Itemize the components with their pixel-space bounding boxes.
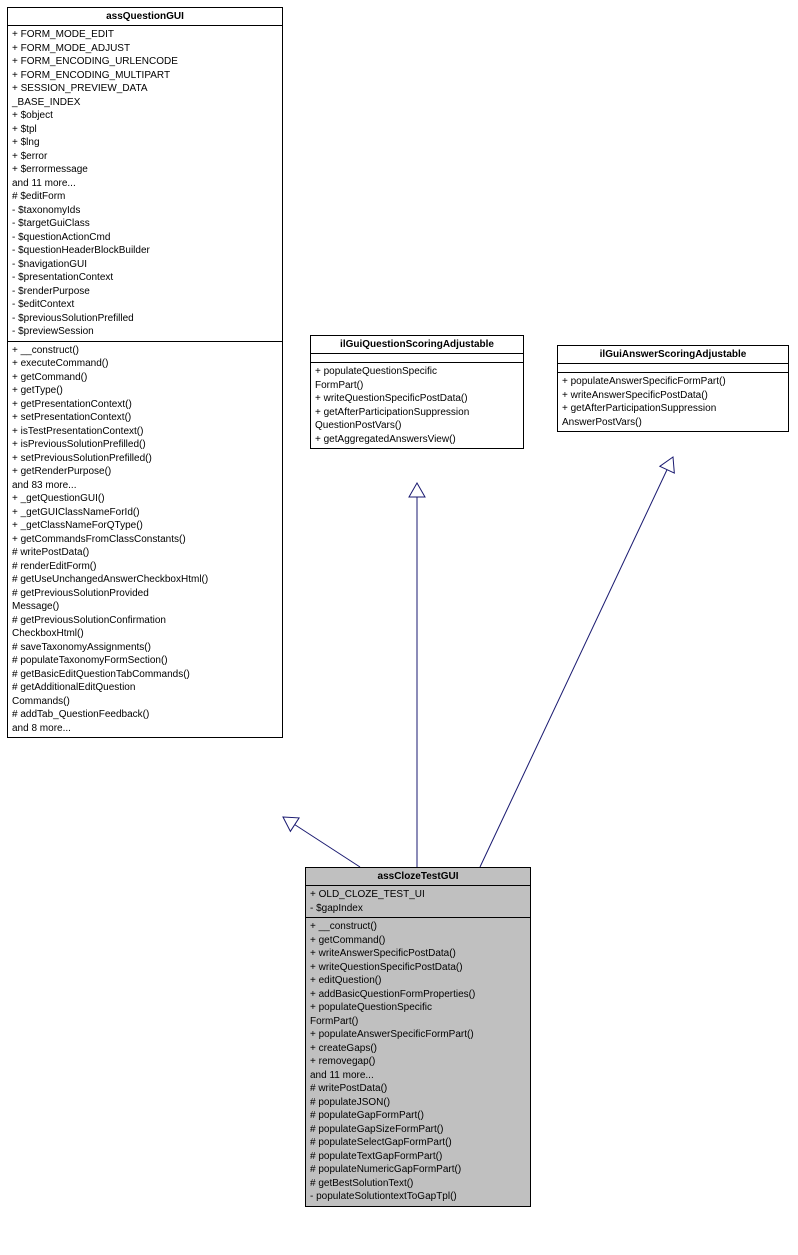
class-member: + SESSION_PREVIEW_DATA _BASE_INDEX [12, 82, 278, 109]
class-member: + writeAnswerSpecificPostData() [562, 389, 784, 403]
class-member: + isPreviousSolutionPrefilled() [12, 438, 278, 452]
inheritance-arrowhead [283, 817, 299, 831]
class-member: + writeQuestionSpecificPostData() [315, 392, 519, 406]
class-section: + __construct()+ executeCommand()+ getCo… [8, 342, 282, 738]
class-section: + populateQuestionSpecific FormPart()+ w… [311, 363, 523, 448]
class-member: + $tpl [12, 123, 278, 137]
class-ilGuiAnswerScoringAdjustable[interactable]: ilGuiAnswerScoringAdjustable + populateAn… [557, 345, 789, 432]
class-member: # addTab_QuestionFeedback() [12, 708, 278, 722]
class-member: + setPreviousSolutionPrefilled() [12, 452, 278, 466]
class-member: # saveTaxonomyAssignments() [12, 641, 278, 655]
class-member: + getCommandsFromClassConstants() [12, 533, 278, 547]
class-member: and 83 more... [12, 479, 278, 493]
class-member: + executeCommand() [12, 357, 278, 371]
class-member: + FORM_ENCODING_URLENCODE [12, 55, 278, 69]
class-member: # renderEditForm() [12, 560, 278, 574]
class-member: + populateAnswerSpecificFormPart() [310, 1028, 526, 1042]
class-member: + isTestPresentationContext() [12, 425, 278, 439]
class-member: + getAfterParticipationSuppression Quest… [315, 406, 519, 433]
class-section: + FORM_MODE_EDIT+ FORM_MODE_ADJUST+ FORM… [8, 26, 282, 342]
class-member: - $presentationContext [12, 271, 278, 285]
class-title: assQuestionGUI [8, 8, 282, 26]
class-member: # getAdditionalEditQuestion Commands() [12, 681, 278, 708]
class-member: # getBasicEditQuestionTabCommands() [12, 668, 278, 682]
class-member: + populateQuestionSpecific FormPart() [315, 365, 519, 392]
class-member: - populateSolutiontextToGapTpl() [310, 1190, 526, 1204]
class-member: # populateGapFormPart() [310, 1109, 526, 1123]
class-member: - $questionHeaderBlockBuilder [12, 244, 278, 258]
class-member: + _getGUIClassNameForId() [12, 506, 278, 520]
class-member: + setPresentationContext() [12, 411, 278, 425]
class-member: # populateNumericGapFormPart() [310, 1163, 526, 1177]
class-member: + editQuestion() [310, 974, 526, 988]
class-member: # populateTextGapFormPart() [310, 1150, 526, 1164]
class-title: assClozeTestGUI [306, 868, 530, 886]
class-section [558, 364, 788, 373]
class-member: + getPresentationContext() [12, 398, 278, 412]
class-member: - $editContext [12, 298, 278, 312]
class-member: + getCommand() [310, 934, 526, 948]
class-member: # populateGapSizeFormPart() [310, 1123, 526, 1137]
class-member: + getType() [12, 384, 278, 398]
class-member: + __construct() [310, 920, 526, 934]
class-member: + populateQuestionSpecific FormPart() [310, 1001, 526, 1028]
class-member: # writePostData() [12, 546, 278, 560]
class-member: - $targetGuiClass [12, 217, 278, 231]
class-section [311, 354, 523, 363]
class-member: - $navigationGUI [12, 258, 278, 272]
class-member: + OLD_CLOZE_TEST_UI [310, 888, 526, 902]
class-member: + createGaps() [310, 1042, 526, 1056]
class-member: # populateJSON() [310, 1096, 526, 1110]
class-member: # populateSelectGapFormPart() [310, 1136, 526, 1150]
class-section: + populateAnswerSpecificFormPart()+ writ… [558, 373, 788, 431]
class-member: - $taxonomyIds [12, 204, 278, 218]
class-member: + $object [12, 109, 278, 123]
inheritance-arrowhead [409, 483, 425, 497]
class-member: + removegap() [310, 1055, 526, 1069]
class-member: + $errormessage [12, 163, 278, 177]
class-member: # populateTaxonomyFormSection() [12, 654, 278, 668]
class-member: - $previousSolutionPrefilled [12, 312, 278, 326]
class-member: # getPreviousSolutionConfirmation Checkb… [12, 614, 278, 641]
class-member: + $error [12, 150, 278, 164]
class-member: + FORM_MODE_ADJUST [12, 42, 278, 56]
inheritance-arrowhead [660, 457, 675, 473]
class-member: and 8 more... [12, 722, 278, 736]
class-assClozeTestGUI[interactable]: assClozeTestGUI+ OLD_CLOZE_TEST_UI- $gap… [305, 867, 531, 1207]
class-member: # getUseUnchangedAnswerCheckboxHtml() [12, 573, 278, 587]
class-member: - $renderPurpose [12, 285, 278, 299]
class-member: # writePostData() [310, 1082, 526, 1096]
class-member: + $lng [12, 136, 278, 150]
class-member: + writeQuestionSpecificPostData() [310, 961, 526, 975]
class-assQuestionGUI[interactable]: assQuestionGUI+ FORM_MODE_EDIT+ FORM_MOD… [7, 7, 283, 738]
class-member: # getBestSolutionText() [310, 1177, 526, 1191]
class-member: + FORM_MODE_EDIT [12, 28, 278, 42]
class-title: ilGuiQuestionScoringAdjustable [311, 336, 523, 354]
class-member: + __construct() [12, 344, 278, 358]
class-member: + populateAnswerSpecificFormPart() [562, 375, 784, 389]
class-member: and 11 more... [310, 1069, 526, 1083]
class-section: + OLD_CLOZE_TEST_UI- $gapIndex [306, 886, 530, 918]
class-title: ilGuiAnswerScoringAdjustable [558, 346, 788, 364]
class-member: + writeAnswerSpecificPostData() [310, 947, 526, 961]
class-member: + getAggregatedAnswersView() [315, 433, 519, 447]
class-member: + _getQuestionGUI() [12, 492, 278, 506]
class-member: + _getClassNameForQType() [12, 519, 278, 533]
class-member: + getCommand() [12, 371, 278, 385]
class-member: + getRenderPurpose() [12, 465, 278, 479]
class-member: - $gapIndex [310, 902, 526, 916]
class-member: # getPreviousSolutionProvided Message() [12, 587, 278, 614]
class-member: - $previewSession [12, 325, 278, 339]
inheritance-edge [283, 817, 360, 867]
class-ilGuiQuestionScoringAdjustable[interactable]: ilGuiQuestionScoringAdjustable + populate… [310, 335, 524, 449]
class-member: and 11 more... [12, 177, 278, 191]
class-member: + addBasicQuestionFormProperties() [310, 988, 526, 1002]
class-member: + getAfterParticipationSuppression Answe… [562, 402, 784, 429]
class-member: # $editForm [12, 190, 278, 204]
class-member: - $questionActionCmd [12, 231, 278, 245]
class-section: + __construct()+ getCommand()+ writeAnsw… [306, 918, 530, 1206]
class-member: + FORM_ENCODING_MULTIPART [12, 69, 278, 83]
inheritance-edge [480, 457, 673, 867]
